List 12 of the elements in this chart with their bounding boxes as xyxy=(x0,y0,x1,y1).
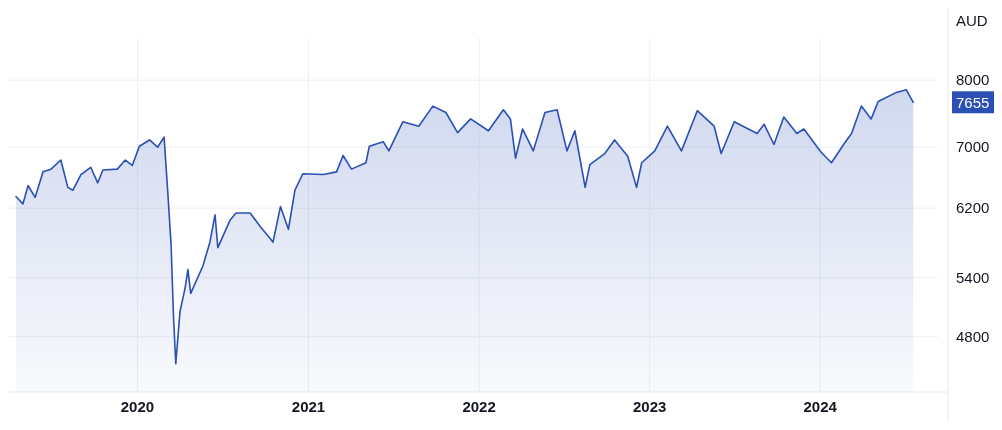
y-axis-title: AUD xyxy=(956,12,988,29)
y-tick-label: 4800 xyxy=(956,327,990,345)
y-tick-label: 8000 xyxy=(956,71,990,89)
y-tick-label: 7000 xyxy=(956,138,990,156)
x-tick-label: 2021 xyxy=(291,398,326,415)
x-tick-label: 2024 xyxy=(803,398,838,415)
x-tick-label: 2023 xyxy=(632,398,667,415)
x-tick-label: 2022 xyxy=(462,398,496,415)
y-tick-label: 6200 xyxy=(956,199,990,217)
text: 7655 xyxy=(956,93,990,111)
x-tick-label: 2020 xyxy=(120,398,155,415)
y-tick-label: 5400 xyxy=(956,268,990,286)
